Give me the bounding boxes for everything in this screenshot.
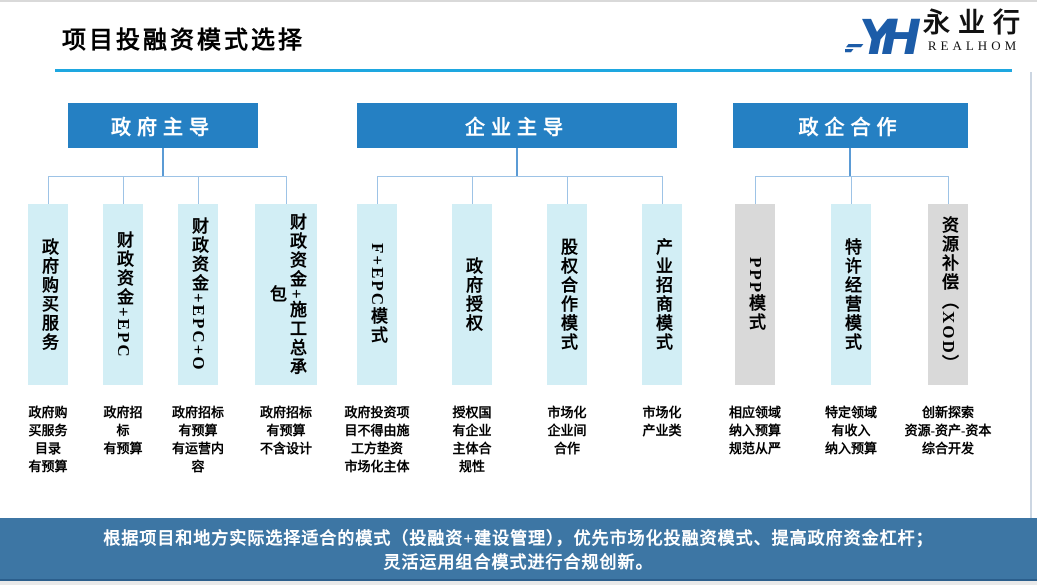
header-government-led: 政府主导	[68, 103, 258, 148]
connector-stem	[849, 148, 851, 176]
mode-box-f-epc: F+EPC模式	[357, 204, 397, 385]
desc-fiscal-epc: 政府招 标 有预算	[103, 405, 143, 456]
svg-text:Y: Y	[859, 10, 898, 64]
header-enterprise-led: 企业主导	[357, 103, 677, 148]
mode-box-fiscal-epc: 财政资金+EPC	[103, 204, 143, 385]
logo-name-cn: 永业行	[923, 8, 1028, 38]
connector-drop	[377, 176, 378, 204]
company-logo: Y H 永业行 REALHOM	[845, 6, 1025, 68]
connector-drop	[123, 176, 124, 204]
mode-box-fiscal-epc-o: 财政资金+EPC+O	[178, 204, 218, 385]
desc-f-epc: 政府投资项 目不得由施 工方垫资 市场化主体	[344, 405, 410, 474]
header-gov-enterprise-coop: 政企合作	[733, 103, 968, 148]
logo-text: 永业行 REALHOM	[923, 8, 1025, 54]
connector-drop	[662, 176, 663, 204]
title-underline	[55, 69, 1012, 72]
connector-drop	[851, 176, 852, 204]
logo-name-en: REALHOM	[927, 38, 1021, 53]
mode-box-industry-investment: 产业招商模式	[642, 204, 682, 385]
slide-top-border	[0, 0, 1037, 2]
connector-drop	[198, 176, 199, 204]
summary-line-1: 根据项目和地方实际选择适合的模式（投融资+建设管理），优先市场化投融资模式、提高…	[103, 529, 934, 548]
connector-stem	[516, 148, 518, 176]
connector-drop	[755, 176, 756, 204]
connector-drop	[286, 176, 287, 204]
desc-fiscal-epc-o: 政府招标 有预算 有运营内 容	[171, 405, 224, 474]
svg-text:H: H	[881, 10, 921, 64]
desc-gov-purchase-service: 政府购 买服务 目录 有预算	[28, 405, 68, 474]
page-title: 项目投融资模式选择	[62, 28, 305, 54]
desc-fiscal-construction-contract: 政府招标 有预算 不含设计	[259, 405, 312, 456]
logo-swoosh-icon: Y H	[845, 10, 921, 64]
connector-drop	[948, 176, 949, 204]
summary-banner: 根据项目和地方实际选择适合的模式（投融资+建设管理），优先市场化投融资模式、提高…	[0, 518, 1037, 581]
mode-box-gov-purchase-service: 政府购买服务	[28, 204, 68, 385]
slide-right-border	[1030, 72, 1032, 518]
connector-stem	[162, 148, 164, 176]
connector-hline	[48, 176, 287, 177]
connector-drop	[48, 176, 49, 204]
desc-ppp: 相应领域 纳入预算 规范从严	[728, 405, 781, 456]
mode-box-resource-compensation-xod: 资源补偿（XOD）	[928, 204, 968, 385]
connector-drop	[567, 176, 568, 204]
desc-franchise: 特定领域 有收入 纳入预算	[824, 405, 877, 456]
desc-resource-compensation-xod: 创新探索 资源-资产-资本 综合开发	[904, 405, 992, 456]
mode-box-equity-cooperation: 股权合作模式	[547, 204, 587, 385]
slide-bottom-edge	[0, 581, 1037, 585]
connector-hline	[377, 176, 662, 177]
desc-industry-investment: 市场化 产业类	[642, 405, 682, 438]
desc-gov-authorization: 授权国 有企业 主体合 规性	[452, 405, 492, 474]
summary-line-2: 灵活运用组合模式进行合规创新。	[383, 553, 654, 572]
mode-box-ppp: PPP模式	[735, 204, 775, 385]
mode-box-gov-authorization: 政府授权	[452, 204, 492, 385]
connector-drop	[472, 176, 473, 204]
mode-box-franchise: 特许经营模式	[831, 204, 871, 385]
desc-equity-cooperation: 市场化 企业间 合作	[547, 405, 587, 456]
mode-box-fiscal-construction-contract: 财政资金+施工总承包	[255, 204, 317, 385]
